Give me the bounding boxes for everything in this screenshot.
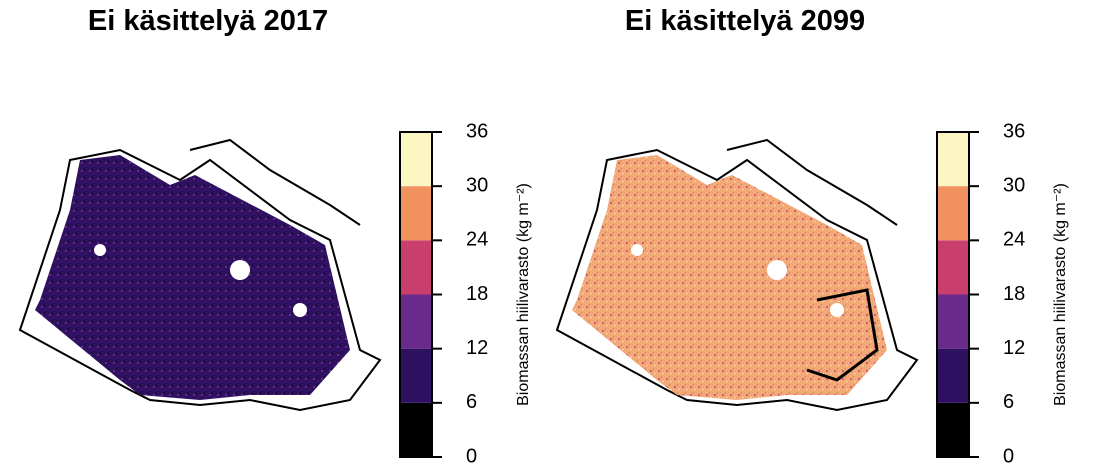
map-title: Ei käsittelyä 2099 bbox=[625, 5, 865, 37]
map-area bbox=[557, 140, 917, 410]
colorbar-segment bbox=[937, 132, 969, 186]
colorbar-segment bbox=[937, 240, 969, 294]
colorbar-segment bbox=[937, 295, 969, 349]
colorbar-segment bbox=[937, 403, 969, 457]
colorbar-tick-label: 6 bbox=[1003, 391, 1014, 413]
colorbar-segment bbox=[400, 295, 432, 349]
colorbar-segment bbox=[400, 349, 432, 403]
colorbar-tick-label: 12 bbox=[1003, 337, 1025, 359]
colorbar-tick-label: 36 bbox=[1003, 120, 1025, 142]
colorbar-segment bbox=[400, 186, 432, 240]
colorbar-tick-label: 12 bbox=[466, 337, 488, 359]
colorbar-tick-label: 30 bbox=[466, 174, 488, 196]
colorbar-segment bbox=[400, 240, 432, 294]
colorbar-tick-label: 18 bbox=[1003, 283, 1025, 305]
colorbar-tick-label: 6 bbox=[466, 391, 477, 413]
colorbar-tick-label: 30 bbox=[1003, 174, 1025, 196]
figure: Ei käsittelyä 2017 0 6 12 18 24 30 36 Biomassan… bbox=[0, 0, 1099, 465]
map-title: Ei käsittelyä 2017 bbox=[88, 5, 328, 37]
page: Ei käsittelyä 2017 0 6 12 18 24 30 36 Biomassan… bbox=[0, 0, 1099, 465]
colorbar-segment bbox=[937, 349, 969, 403]
map-panel: Ei käsittelyä 2099 0 6 12 18 24 30 36 Biomassan… bbox=[557, 5, 1069, 465]
colorbar-segment bbox=[937, 186, 969, 240]
colorbar-tick-label: 24 bbox=[1003, 229, 1025, 251]
map-area bbox=[20, 140, 380, 410]
colorbar-tick-label: 36 bbox=[466, 120, 488, 142]
colorbar-label: Biomassan hiilivarasto (kg m⁻²) bbox=[1052, 183, 1069, 406]
colorbar-tick-label: 0 bbox=[466, 445, 477, 465]
colorbar-tick-label: 0 bbox=[1003, 445, 1014, 465]
colorbar-label: Biomassan hiilivarasto (kg m⁻²) bbox=[515, 183, 532, 406]
map-panel: Ei käsittelyä 2017 0 6 12 18 24 30 36 Biomassan… bbox=[20, 5, 532, 465]
colorbar-tick-label: 18 bbox=[466, 283, 488, 305]
colorbar-tick-label: 24 bbox=[466, 229, 488, 251]
colorbar-segment bbox=[400, 132, 432, 186]
colorbar-segment bbox=[400, 403, 432, 457]
